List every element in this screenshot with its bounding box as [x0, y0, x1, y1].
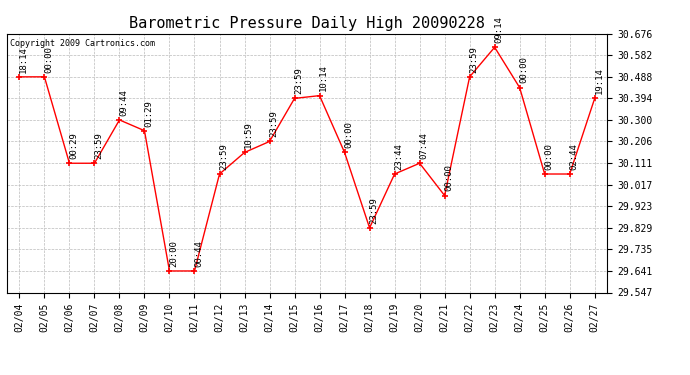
Text: 10:14: 10:14 [319, 64, 328, 92]
Text: 10:59: 10:59 [244, 122, 253, 148]
Text: 23:59: 23:59 [94, 132, 103, 159]
Text: 23:59: 23:59 [469, 46, 478, 73]
Text: 07:44: 07:44 [420, 132, 428, 159]
Text: 00:00: 00:00 [444, 165, 453, 191]
Text: 23:59: 23:59 [219, 143, 228, 170]
Text: 19:14: 19:14 [594, 68, 603, 94]
Text: 00:29: 00:29 [69, 132, 78, 159]
Text: 00:00: 00:00 [544, 143, 553, 170]
Text: 23:44: 23:44 [394, 143, 403, 170]
Text: 09:44: 09:44 [119, 89, 128, 116]
Text: 09:14: 09:14 [494, 16, 503, 43]
Text: Copyright 2009 Cartronics.com: Copyright 2009 Cartronics.com [10, 39, 155, 48]
Text: 23:59: 23:59 [294, 68, 303, 94]
Text: 00:00: 00:00 [520, 57, 529, 84]
Text: 00:00: 00:00 [44, 46, 53, 73]
Text: 02:44: 02:44 [569, 143, 578, 170]
Text: 23:59: 23:59 [269, 110, 278, 137]
Text: 00:44: 00:44 [194, 240, 203, 267]
Text: 23:59: 23:59 [369, 197, 378, 224]
Text: 20:00: 20:00 [169, 240, 178, 267]
Title: Barometric Pressure Daily High 20090228: Barometric Pressure Daily High 20090228 [129, 16, 485, 31]
Text: 01:29: 01:29 [144, 100, 153, 126]
Text: 18:14: 18:14 [19, 46, 28, 73]
Text: 00:00: 00:00 [344, 122, 353, 148]
